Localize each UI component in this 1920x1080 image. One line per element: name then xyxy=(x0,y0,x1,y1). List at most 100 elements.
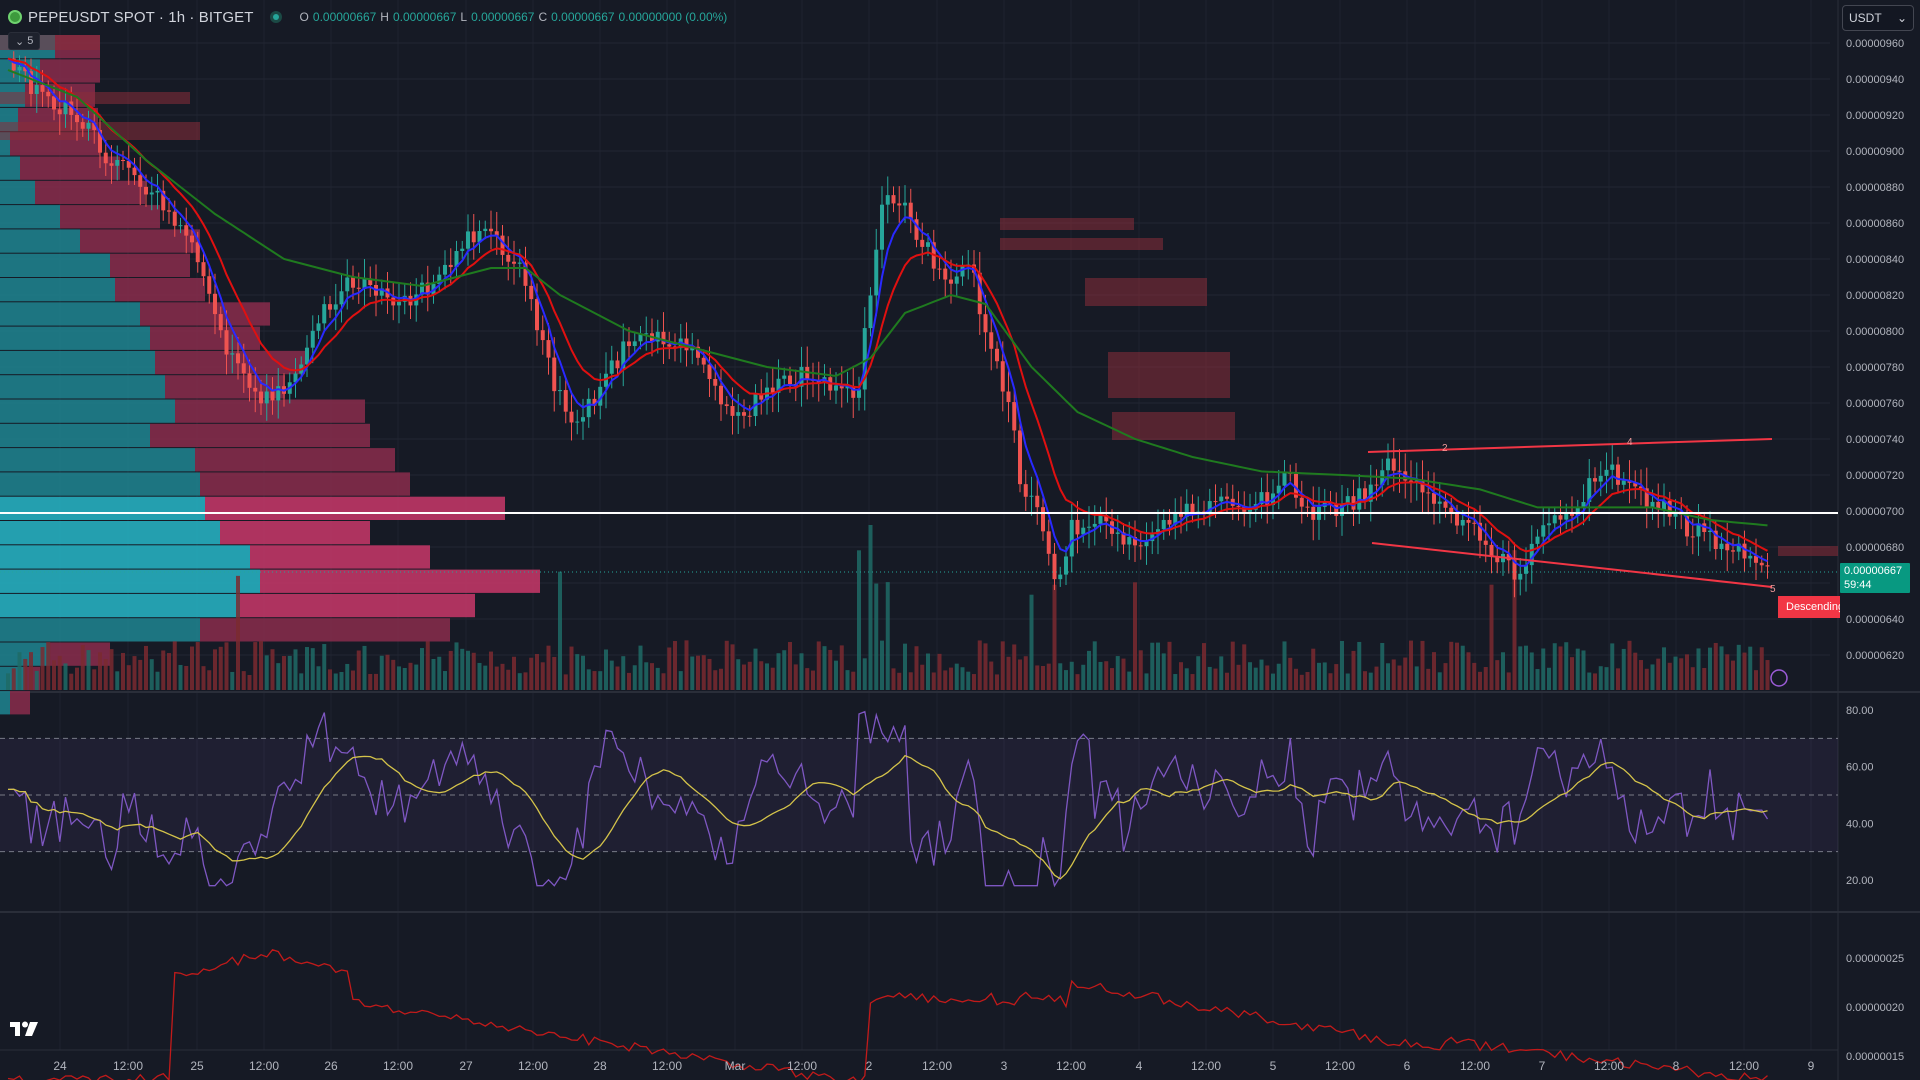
volume-bar xyxy=(621,656,626,690)
candle-body xyxy=(868,295,873,329)
volume-bar xyxy=(655,667,660,690)
candle-body xyxy=(552,357,557,392)
candle-body xyxy=(126,160,131,168)
candle-body xyxy=(443,264,447,275)
volume-bar xyxy=(1219,656,1224,690)
candle-body xyxy=(356,287,361,289)
candle-body xyxy=(1023,484,1028,497)
candle-body xyxy=(1259,492,1264,505)
volume-bar xyxy=(1081,664,1086,690)
candle-body xyxy=(1719,543,1724,550)
candle-body xyxy=(1685,514,1689,537)
volume-bar xyxy=(1673,656,1678,690)
candle-body xyxy=(489,228,493,232)
candle-body xyxy=(563,390,568,412)
currency-select[interactable]: USDT ⌄ xyxy=(1842,5,1914,31)
volume-bar xyxy=(1696,648,1701,690)
candle-body xyxy=(448,264,453,268)
volume-bar xyxy=(299,673,304,690)
candle-body xyxy=(172,211,177,226)
indicators-collapse-button[interactable]: ⌄ 5 xyxy=(8,32,41,50)
candle-body xyxy=(581,417,585,422)
candle-body xyxy=(1633,482,1638,487)
time-axis-label: 5 xyxy=(1270,1059,1277,1073)
candle-body xyxy=(615,360,620,369)
candle-body xyxy=(736,412,741,416)
candle-body xyxy=(1368,484,1373,502)
volume-bar xyxy=(1046,663,1051,690)
candle-body xyxy=(1121,532,1126,545)
volume-bar xyxy=(1535,669,1540,690)
candle-body xyxy=(730,406,735,416)
volume-profile-down-bar xyxy=(50,642,110,666)
ema-mid-line xyxy=(7,57,1768,553)
volume-profile-down-bar xyxy=(80,229,200,253)
candle-body xyxy=(954,276,959,284)
candle-body xyxy=(379,288,384,296)
tradingview-logo-icon[interactable] xyxy=(10,1020,46,1040)
volume-bar xyxy=(374,673,378,690)
time-axis-label: 12:00 xyxy=(652,1059,682,1073)
volume-bar xyxy=(1265,665,1270,690)
candle-body xyxy=(851,386,856,398)
candle-body xyxy=(1150,534,1155,542)
volume-bar xyxy=(788,642,792,690)
volume-bar xyxy=(1357,641,1362,690)
volume-bar xyxy=(552,656,557,690)
volume-bar xyxy=(880,640,884,690)
volume-bar xyxy=(109,649,114,690)
candle-body xyxy=(339,291,344,305)
candle-body xyxy=(1058,574,1063,580)
volume-bar xyxy=(161,650,166,690)
candle-body xyxy=(247,373,252,388)
candle-body xyxy=(167,210,171,212)
candle-body xyxy=(368,278,373,286)
open-value: 0.00000667 xyxy=(312,10,377,24)
volume-profile xyxy=(0,35,540,715)
volume-bar xyxy=(1144,673,1149,690)
volume-bar xyxy=(282,656,286,690)
candle-body xyxy=(655,331,660,342)
volume-bar xyxy=(1305,672,1310,690)
candle-body xyxy=(98,129,102,153)
candle-body xyxy=(241,363,246,374)
volume-bar xyxy=(17,652,22,690)
close-value: 0.00000667 xyxy=(551,10,615,24)
volume-bar xyxy=(477,662,482,690)
ema-slow-line xyxy=(7,69,1768,527)
volume-bar xyxy=(178,664,183,690)
market-status-icon[interactable] xyxy=(269,11,282,23)
candle-body xyxy=(1282,472,1287,486)
volume-bar xyxy=(397,666,401,690)
candle-body xyxy=(949,279,953,284)
volume-bar xyxy=(230,671,235,690)
candle-body xyxy=(1731,550,1735,552)
volume-bar xyxy=(69,673,74,690)
volume-bar xyxy=(1202,643,1206,690)
candle-body xyxy=(517,262,522,264)
volume-bar xyxy=(1736,644,1741,690)
volume-bar xyxy=(1334,664,1339,690)
candle-body xyxy=(454,251,459,268)
candle-body xyxy=(1420,480,1425,493)
candle-body xyxy=(270,391,275,401)
volume-bar xyxy=(868,525,873,690)
candle-body xyxy=(63,101,68,115)
volume-bar xyxy=(839,645,844,690)
time-axis-label: 12:00 xyxy=(922,1059,952,1073)
pepe-logo-icon xyxy=(8,10,22,24)
candle-body xyxy=(328,304,332,310)
candle-body xyxy=(1575,507,1580,516)
candle-body xyxy=(310,330,315,348)
volume-bar xyxy=(1225,672,1229,690)
time-axis-label: 9 xyxy=(1808,1059,1815,1073)
volume-profile-down-bar xyxy=(240,593,475,618)
open-label: O xyxy=(299,10,309,24)
candle-body xyxy=(1299,497,1304,507)
symbol-title[interactable]: PEPEUSDT SPOT · 1h · BITGET xyxy=(28,8,254,26)
volume-profile-down-bar xyxy=(175,399,365,423)
volume-bar xyxy=(310,648,315,690)
volume-bar xyxy=(586,669,591,690)
candle-body xyxy=(799,366,804,387)
